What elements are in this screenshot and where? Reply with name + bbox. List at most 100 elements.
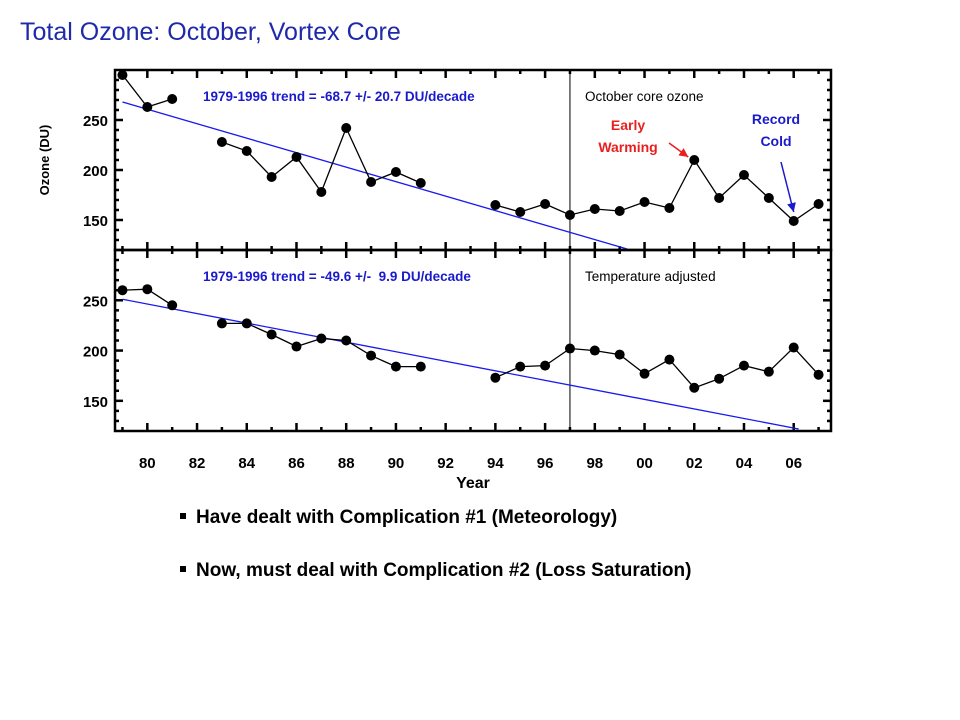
x-tick-label: 00 [636, 455, 653, 472]
x-tick-label: 82 [189, 455, 206, 472]
bullet-text: Now, must deal with Complication #2 (Los… [196, 560, 692, 581]
panel-label: October core ozone [585, 89, 704, 104]
data-point [540, 360, 551, 371]
bullet-text: Have dealt with Complication #1 (Meteoro… [196, 507, 618, 528]
data-point [366, 350, 377, 361]
data-point [664, 354, 675, 365]
annotation-label: Early [611, 117, 645, 133]
data-point [614, 206, 625, 216]
annotation-arrow [668, 142, 689, 158]
x-tick-label: 02 [686, 455, 703, 472]
bullet-list: Have dealt with Complication #1 (Meteoro… [180, 507, 691, 613]
slide-title: Total Ozone: October, Vortex Core [20, 18, 401, 46]
data-point [714, 193, 725, 203]
y-tick-label: 150 [83, 394, 108, 411]
data-point [291, 152, 302, 162]
data-point [390, 167, 401, 177]
trend-line [122, 101, 628, 250]
data-point [266, 329, 277, 340]
trend-label: 1979-1996 trend = -68.7 +/- 20.7 DU/deca… [203, 89, 475, 104]
data-point [589, 345, 600, 356]
series-line [221, 322, 421, 368]
data-point [167, 300, 178, 311]
data-point [291, 341, 302, 352]
data-point [788, 342, 799, 353]
panel-label: Temperature adjusted [585, 269, 716, 284]
data-point [763, 193, 774, 203]
bullet-item: Now, must deal with Complication #2 (Los… [180, 560, 691, 582]
data-point [564, 343, 575, 354]
data-point [763, 366, 774, 377]
data-point [788, 216, 799, 226]
data-point [341, 335, 352, 346]
data-point [142, 284, 153, 295]
data-point [515, 361, 526, 372]
data-point [216, 318, 227, 329]
series-line [495, 158, 819, 222]
x-tick-label: 88 [338, 455, 355, 472]
x-tick-label: 90 [388, 455, 405, 472]
data-point [266, 172, 277, 182]
data-point [540, 199, 551, 209]
annotation-label: Record [752, 111, 800, 127]
data-point [813, 199, 824, 209]
x-axis-label: Year [456, 475, 490, 492]
data-point [142, 102, 153, 112]
bullet-icon [180, 565, 186, 572]
x-axis: 80 82 84 86 88 90 92 94 96 98 00 02 04 06 Year [139, 455, 802, 492]
data-point [738, 170, 749, 180]
trend-label: 1979-1996 trend = -49.6 +/- 9.9 DU/decad… [203, 269, 471, 284]
y-tick-label: 200 [83, 344, 108, 361]
data-point [390, 361, 401, 372]
x-tick-label: 06 [785, 455, 802, 472]
bullet-icon [180, 512, 186, 519]
data-point [490, 200, 501, 210]
data-point [316, 333, 327, 344]
x-tick-label: 98 [586, 455, 603, 472]
data-point [639, 197, 650, 207]
data-point [689, 155, 700, 165]
x-tick-label: 92 [437, 455, 454, 472]
data-point [117, 70, 128, 80]
data-point [366, 177, 377, 187]
data-point [415, 178, 426, 188]
data-point [117, 285, 128, 296]
data-point [241, 318, 252, 329]
data-point [589, 204, 600, 214]
panel-temperature-adjusted: 150 200 250 1979-1996 trend = -49.6 +/- 9.9… [83, 248, 833, 433]
x-tick-label: 86 [288, 455, 305, 472]
data-point [316, 187, 327, 197]
data-point [490, 372, 501, 383]
data-point [664, 203, 675, 213]
x-tick-label: 04 [736, 455, 753, 472]
trend-line [122, 298, 799, 430]
data-point [515, 207, 526, 217]
y-tick-label: 200 [83, 163, 108, 180]
x-tick-label: 94 [487, 455, 504, 472]
annotation-arrow [780, 161, 796, 213]
annotation-label: Cold [760, 133, 791, 149]
bullet-item: Have dealt with Complication #1 (Meteoro… [180, 507, 691, 529]
data-point [415, 361, 426, 372]
data-point [216, 137, 227, 147]
x-tick-label: 80 [139, 455, 156, 472]
y-tick-label: 250 [83, 293, 108, 310]
data-point [813, 369, 824, 380]
x-tick-label: 84 [238, 455, 255, 472]
y-tick-label: 150 [83, 213, 108, 230]
data-point [341, 123, 352, 133]
data-point [689, 382, 700, 393]
data-point [614, 349, 625, 360]
data-point [714, 373, 725, 384]
data-point [639, 368, 650, 379]
x-tick-label: 96 [537, 455, 554, 472]
panel-october-core-ozone: 150 200 250 1979-1996 trend = -68.7 +/- 20.… [37, 68, 833, 252]
data-point [167, 94, 178, 104]
data-point [564, 210, 575, 220]
data-point [738, 360, 749, 371]
y-tick-label: 250 [83, 113, 108, 130]
y-axis-label: Ozone (DU) [37, 125, 52, 196]
data-point [241, 146, 252, 156]
annotation-label: Warming [598, 139, 657, 155]
